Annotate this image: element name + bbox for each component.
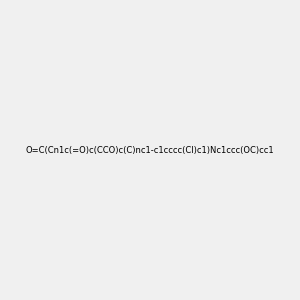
Text: O=C(Cn1c(=O)c(CCO)c(C)nc1-c1cccc(Cl)c1)Nc1ccc(OC)cc1: O=C(Cn1c(=O)c(CCO)c(C)nc1-c1cccc(Cl)c1)N… bbox=[26, 146, 274, 154]
